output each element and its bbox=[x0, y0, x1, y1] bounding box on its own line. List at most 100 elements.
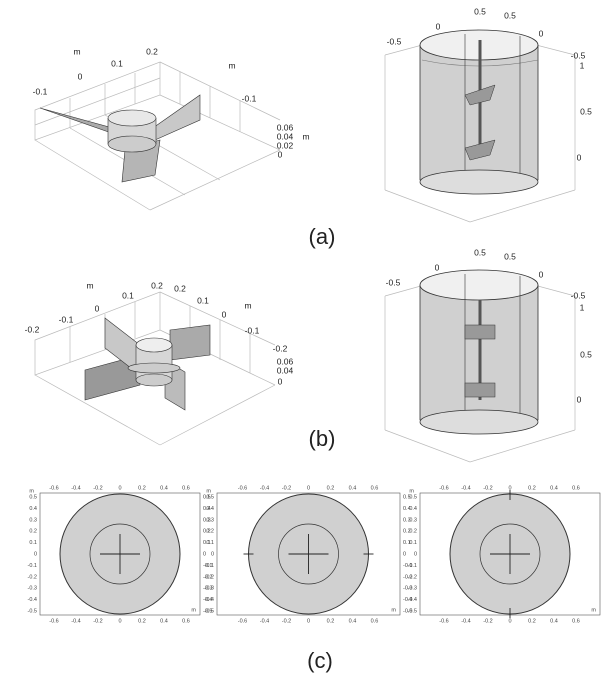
y-tick-label: 0.1 bbox=[29, 540, 37, 546]
x-tick-label: 0.2 bbox=[327, 618, 335, 624]
x-tick-label: -0.6 bbox=[238, 485, 247, 491]
y-tick-label: -0.5 bbox=[205, 608, 214, 614]
x-tick-label: 0 bbox=[508, 618, 511, 624]
y-unit: m bbox=[206, 488, 211, 494]
axis-label: -0.5 bbox=[571, 290, 586, 300]
x-tick-label: 0.4 bbox=[550, 618, 558, 624]
axis-label: 0.2 bbox=[151, 280, 163, 290]
axis-label: m bbox=[228, 60, 235, 70]
axis-label: 0.5 bbox=[504, 10, 516, 20]
y-tick-label: -0.1 bbox=[205, 563, 214, 569]
x-tick-label: -0.6 bbox=[439, 618, 448, 624]
y-tick-label: 0.5 bbox=[29, 494, 37, 500]
y-tick-label: 0.2 bbox=[29, 529, 37, 535]
y-unit: m bbox=[409, 488, 414, 494]
axis-label: m bbox=[86, 280, 93, 290]
axis-label: -0.1 bbox=[33, 86, 48, 96]
axis-label: 1 bbox=[580, 302, 585, 312]
x-tick-label: 0.2 bbox=[528, 618, 536, 624]
axis-label: -0.1 bbox=[59, 314, 74, 324]
axis-label: 0 bbox=[539, 269, 544, 279]
x-tick-label: 0.6 bbox=[182, 485, 190, 491]
axis-label: 0.5 bbox=[474, 6, 486, 16]
x-tick-label: -0.2 bbox=[282, 618, 291, 624]
x-tick-label: 0.6 bbox=[371, 485, 379, 491]
x-tick-label: 0.6 bbox=[572, 618, 580, 624]
x-tick-label: 0.4 bbox=[160, 618, 168, 624]
y-tick-label: -0.2 bbox=[28, 574, 37, 580]
y-tick-label: -0.1 bbox=[408, 563, 417, 569]
y-tick-label: -0.4 bbox=[408, 597, 417, 603]
y-tick-label: -0.2 bbox=[205, 574, 214, 580]
axis-label: -0.5 bbox=[386, 277, 401, 287]
x-tick-label: -0.4 bbox=[71, 485, 80, 491]
axis-label: -0.5 bbox=[571, 50, 586, 60]
y-tick-label: 0.5 bbox=[206, 494, 214, 500]
x-tick-label: -0.4 bbox=[71, 618, 80, 624]
x-tick-label: -0.6 bbox=[439, 485, 448, 491]
axis-label: 0 bbox=[436, 21, 441, 31]
x-tick-label: 0 bbox=[508, 485, 511, 491]
y-tick-label: 0.1 bbox=[206, 540, 214, 546]
x-tick-label: -0.6 bbox=[238, 618, 247, 624]
x-tick-label: -0.2 bbox=[93, 618, 102, 624]
axis-label: -0.1 bbox=[242, 93, 257, 103]
axis-label: 0.04 bbox=[277, 365, 294, 375]
y-tick-label: -0.4 bbox=[205, 597, 214, 603]
axis-label: 0 bbox=[278, 149, 283, 159]
x-tick-label: -0.4 bbox=[260, 618, 269, 624]
y-tick-label: -0.2 bbox=[408, 574, 417, 580]
panel-label: (b) bbox=[309, 426, 336, 451]
y-tick-label: 0.5 bbox=[409, 494, 417, 500]
axis-label: -0.2 bbox=[273, 343, 288, 353]
axis-label: -0.5 bbox=[387, 36, 402, 46]
y-tick-label: 0 bbox=[403, 551, 406, 557]
axis-label: 0 bbox=[95, 303, 100, 313]
y-tick-label: -0.4 bbox=[28, 597, 37, 603]
x-unit: m bbox=[591, 607, 596, 613]
axis-label: 1 bbox=[580, 60, 585, 70]
panel-label: (c) bbox=[307, 648, 333, 673]
axis-label: 0.1 bbox=[111, 58, 123, 68]
impeller-a-drawing bbox=[35, 62, 280, 210]
y-tick-label: 0 bbox=[34, 551, 37, 557]
x-tick-label: -0.4 bbox=[461, 618, 470, 624]
x-tick-label: 0.2 bbox=[138, 485, 146, 491]
axis-label: m bbox=[244, 300, 251, 310]
figure: -0.100.10.2mm-0.10.060.040.020m-0.500.50… bbox=[0, 0, 602, 682]
y-tick-label: 0 bbox=[211, 551, 214, 557]
x-tick-label: 0 bbox=[307, 485, 310, 491]
panel-label: (a) bbox=[309, 224, 336, 249]
x-tick-label: 0 bbox=[118, 618, 121, 624]
y-tick-label: -0.3 bbox=[205, 586, 214, 592]
x-tick-label: -0.6 bbox=[49, 618, 58, 624]
y-tick-label: 0.4 bbox=[206, 506, 214, 512]
x-tick-label: 0.6 bbox=[182, 618, 190, 624]
axis-label: 0.5 bbox=[474, 247, 486, 257]
x-tick-label: 0.4 bbox=[550, 485, 558, 491]
y-tick-label: 0.3 bbox=[29, 517, 37, 523]
axis-label: 0.1 bbox=[122, 290, 134, 300]
tank-a-drawing bbox=[385, 30, 575, 222]
axis-label: m bbox=[73, 46, 80, 56]
axis-label: 0.5 bbox=[580, 106, 592, 116]
x-tick-label: 0.4 bbox=[349, 485, 357, 491]
x-tick-label: -0.2 bbox=[282, 485, 291, 491]
x-tick-label: -0.2 bbox=[483, 618, 492, 624]
x-tick-label: 0.2 bbox=[327, 485, 335, 491]
y-tick-label: 0.4 bbox=[409, 506, 417, 512]
x-tick-label: 0.6 bbox=[572, 485, 580, 491]
x-tick-label: 0.2 bbox=[138, 618, 146, 624]
axis-label: 0.2 bbox=[174, 283, 186, 293]
x-tick-label: -0.2 bbox=[483, 485, 492, 491]
x-tick-label: 0.4 bbox=[160, 485, 168, 491]
axis-label: 0 bbox=[539, 28, 544, 38]
y-tick-label: 0.2 bbox=[206, 529, 214, 535]
y-unit: m bbox=[29, 488, 34, 494]
y-tick-label: 0.3 bbox=[409, 517, 417, 523]
y-tick-label: 0.2 bbox=[409, 529, 417, 535]
axis-label: 0 bbox=[577, 152, 582, 162]
axis-label: m bbox=[302, 131, 309, 141]
axis-label: 0.1 bbox=[197, 295, 209, 305]
x-tick-label: 0.6 bbox=[371, 618, 379, 624]
